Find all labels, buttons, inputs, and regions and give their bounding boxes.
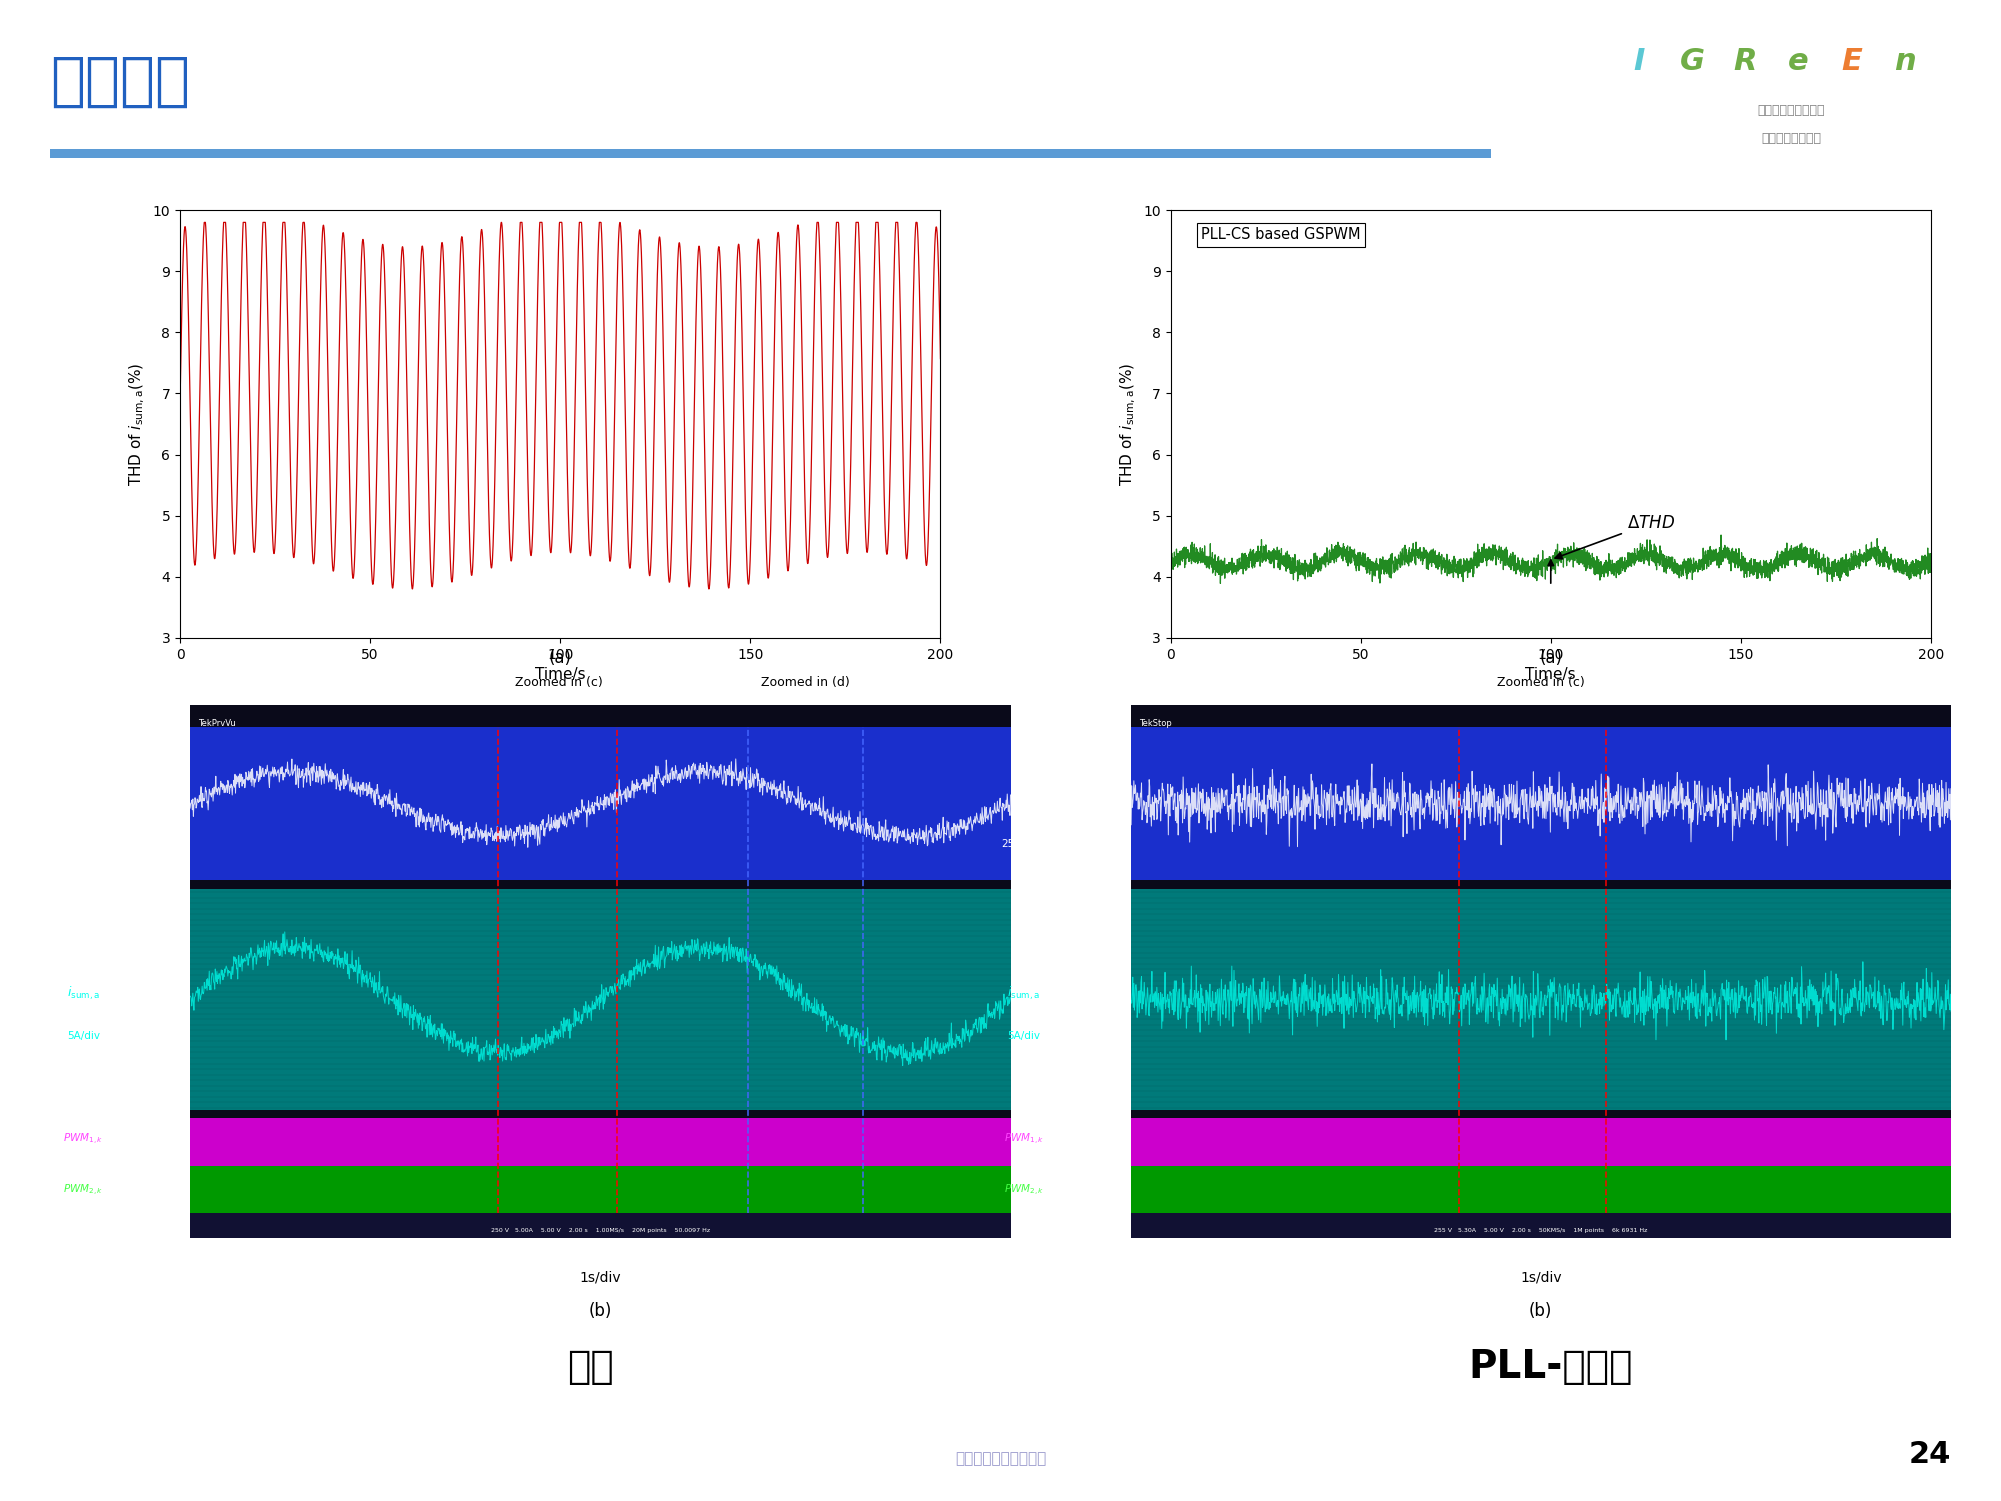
Text: Zoomed in (c): Zoomed in (c) [1497,677,1585,689]
Text: 传统: 传统 [566,1348,614,1385]
Text: 山东大学可再生能源: 山东大学可再生能源 [1757,104,1825,117]
Text: (b): (b) [1529,1303,1553,1321]
Text: Zoomed in (c): Zoomed in (c) [516,677,602,689]
Text: $\Delta THD$: $\Delta THD$ [1555,513,1675,558]
Bar [1131,1111,1951,1118]
Y-axis label: THD of $i_{\mathrm{sum,a}}$(%): THD of $i_{\mathrm{sum,a}}$(%) [1119,362,1139,486]
Text: 5A/div: 5A/div [66,1031,100,1040]
Text: $v_o$: $v_o$ [76,794,92,809]
Text: 优化运行: 优化运行 [50,53,190,110]
Text: G: G [1679,47,1705,75]
Text: 1s/div: 1s/div [1521,1270,1561,1285]
Text: Zoomed in (d): Zoomed in (d) [760,677,850,689]
Text: 250V/div: 250V/div [1000,839,1047,850]
Text: $i_{\mathrm{sum,a}}$: $i_{\mathrm{sum,a}}$ [1007,985,1041,1001]
Bar [190,1213,1011,1238]
Text: 《电工技术学报》发布: 《电工技术学报》发布 [954,1451,1047,1466]
Text: PLL-CS based GSPWM: PLL-CS based GSPWM [1201,227,1361,242]
Text: 5A/div: 5A/div [1007,1031,1041,1040]
Text: (a): (a) [548,650,572,668]
Text: 1s/div: 1s/div [580,1270,620,1285]
Text: $PWM_{1,k}$: $PWM_{1,k}$ [64,1132,104,1147]
Y-axis label: THD of $i_{\mathrm{sum,a}}$(%): THD of $i_{\mathrm{sum,a}}$(%) [128,362,148,486]
Text: (b): (b) [588,1303,612,1321]
Text: R: R [1733,47,1757,75]
Text: $PWM_{1,k}$: $PWM_{1,k}$ [1005,1132,1045,1147]
Text: 250 V   5.00A    5.00 V    2.00 s    1.00MS/s    20M points    50.0097 Hz: 250 V 5.00A 5.00 V 2.00 s 1.00MS/s 20M p… [490,1228,710,1232]
X-axis label: Time/s: Time/s [1525,668,1577,681]
Bar [190,705,1011,726]
Bar [190,880,1011,889]
Text: $i_{\mathrm{sum,a}}$: $i_{\mathrm{sum,a}}$ [66,985,100,1001]
Bar [190,1118,1011,1166]
Text: $PWM_{2,k}$: $PWM_{2,k}$ [1005,1183,1045,1198]
Bar [1131,705,1951,726]
Text: 与智能电网研究所: 与智能电网研究所 [1761,132,1821,146]
Bar [1131,1166,1951,1213]
Text: e: e [1789,47,1809,75]
Text: $v_o$: $v_o$ [1017,794,1033,809]
Bar [190,726,1011,880]
Bar [1131,1118,1951,1166]
Bar [190,1166,1011,1213]
Text: PLL-自同步: PLL-自同步 [1469,1348,1633,1385]
X-axis label: Time/s: Time/s [534,668,586,681]
Text: 250V/div: 250V/div [60,839,106,850]
Text: n: n [1895,47,1915,75]
Text: E: E [1841,47,1863,75]
Bar [1131,889,1951,1111]
Bar [1131,726,1951,880]
Bar [1131,1213,1951,1238]
Text: 24: 24 [1909,1441,1951,1469]
Bar [1131,880,1951,889]
Text: (a): (a) [1539,650,1563,668]
Text: $PWM_{2,k}$: $PWM_{2,k}$ [64,1183,104,1198]
Bar [190,889,1011,1111]
Text: TekStop: TekStop [1139,719,1171,728]
Text: TekPrvVu: TekPrvVu [198,719,236,728]
Text: 255 V   5.30A    5.00 V    2.00 s    50KMS/s    1M points    6k 6931 Hz: 255 V 5.30A 5.00 V 2.00 s 50KMS/s 1M poi… [1435,1228,1647,1232]
Bar [190,1111,1011,1118]
Text: I: I [1633,47,1645,75]
